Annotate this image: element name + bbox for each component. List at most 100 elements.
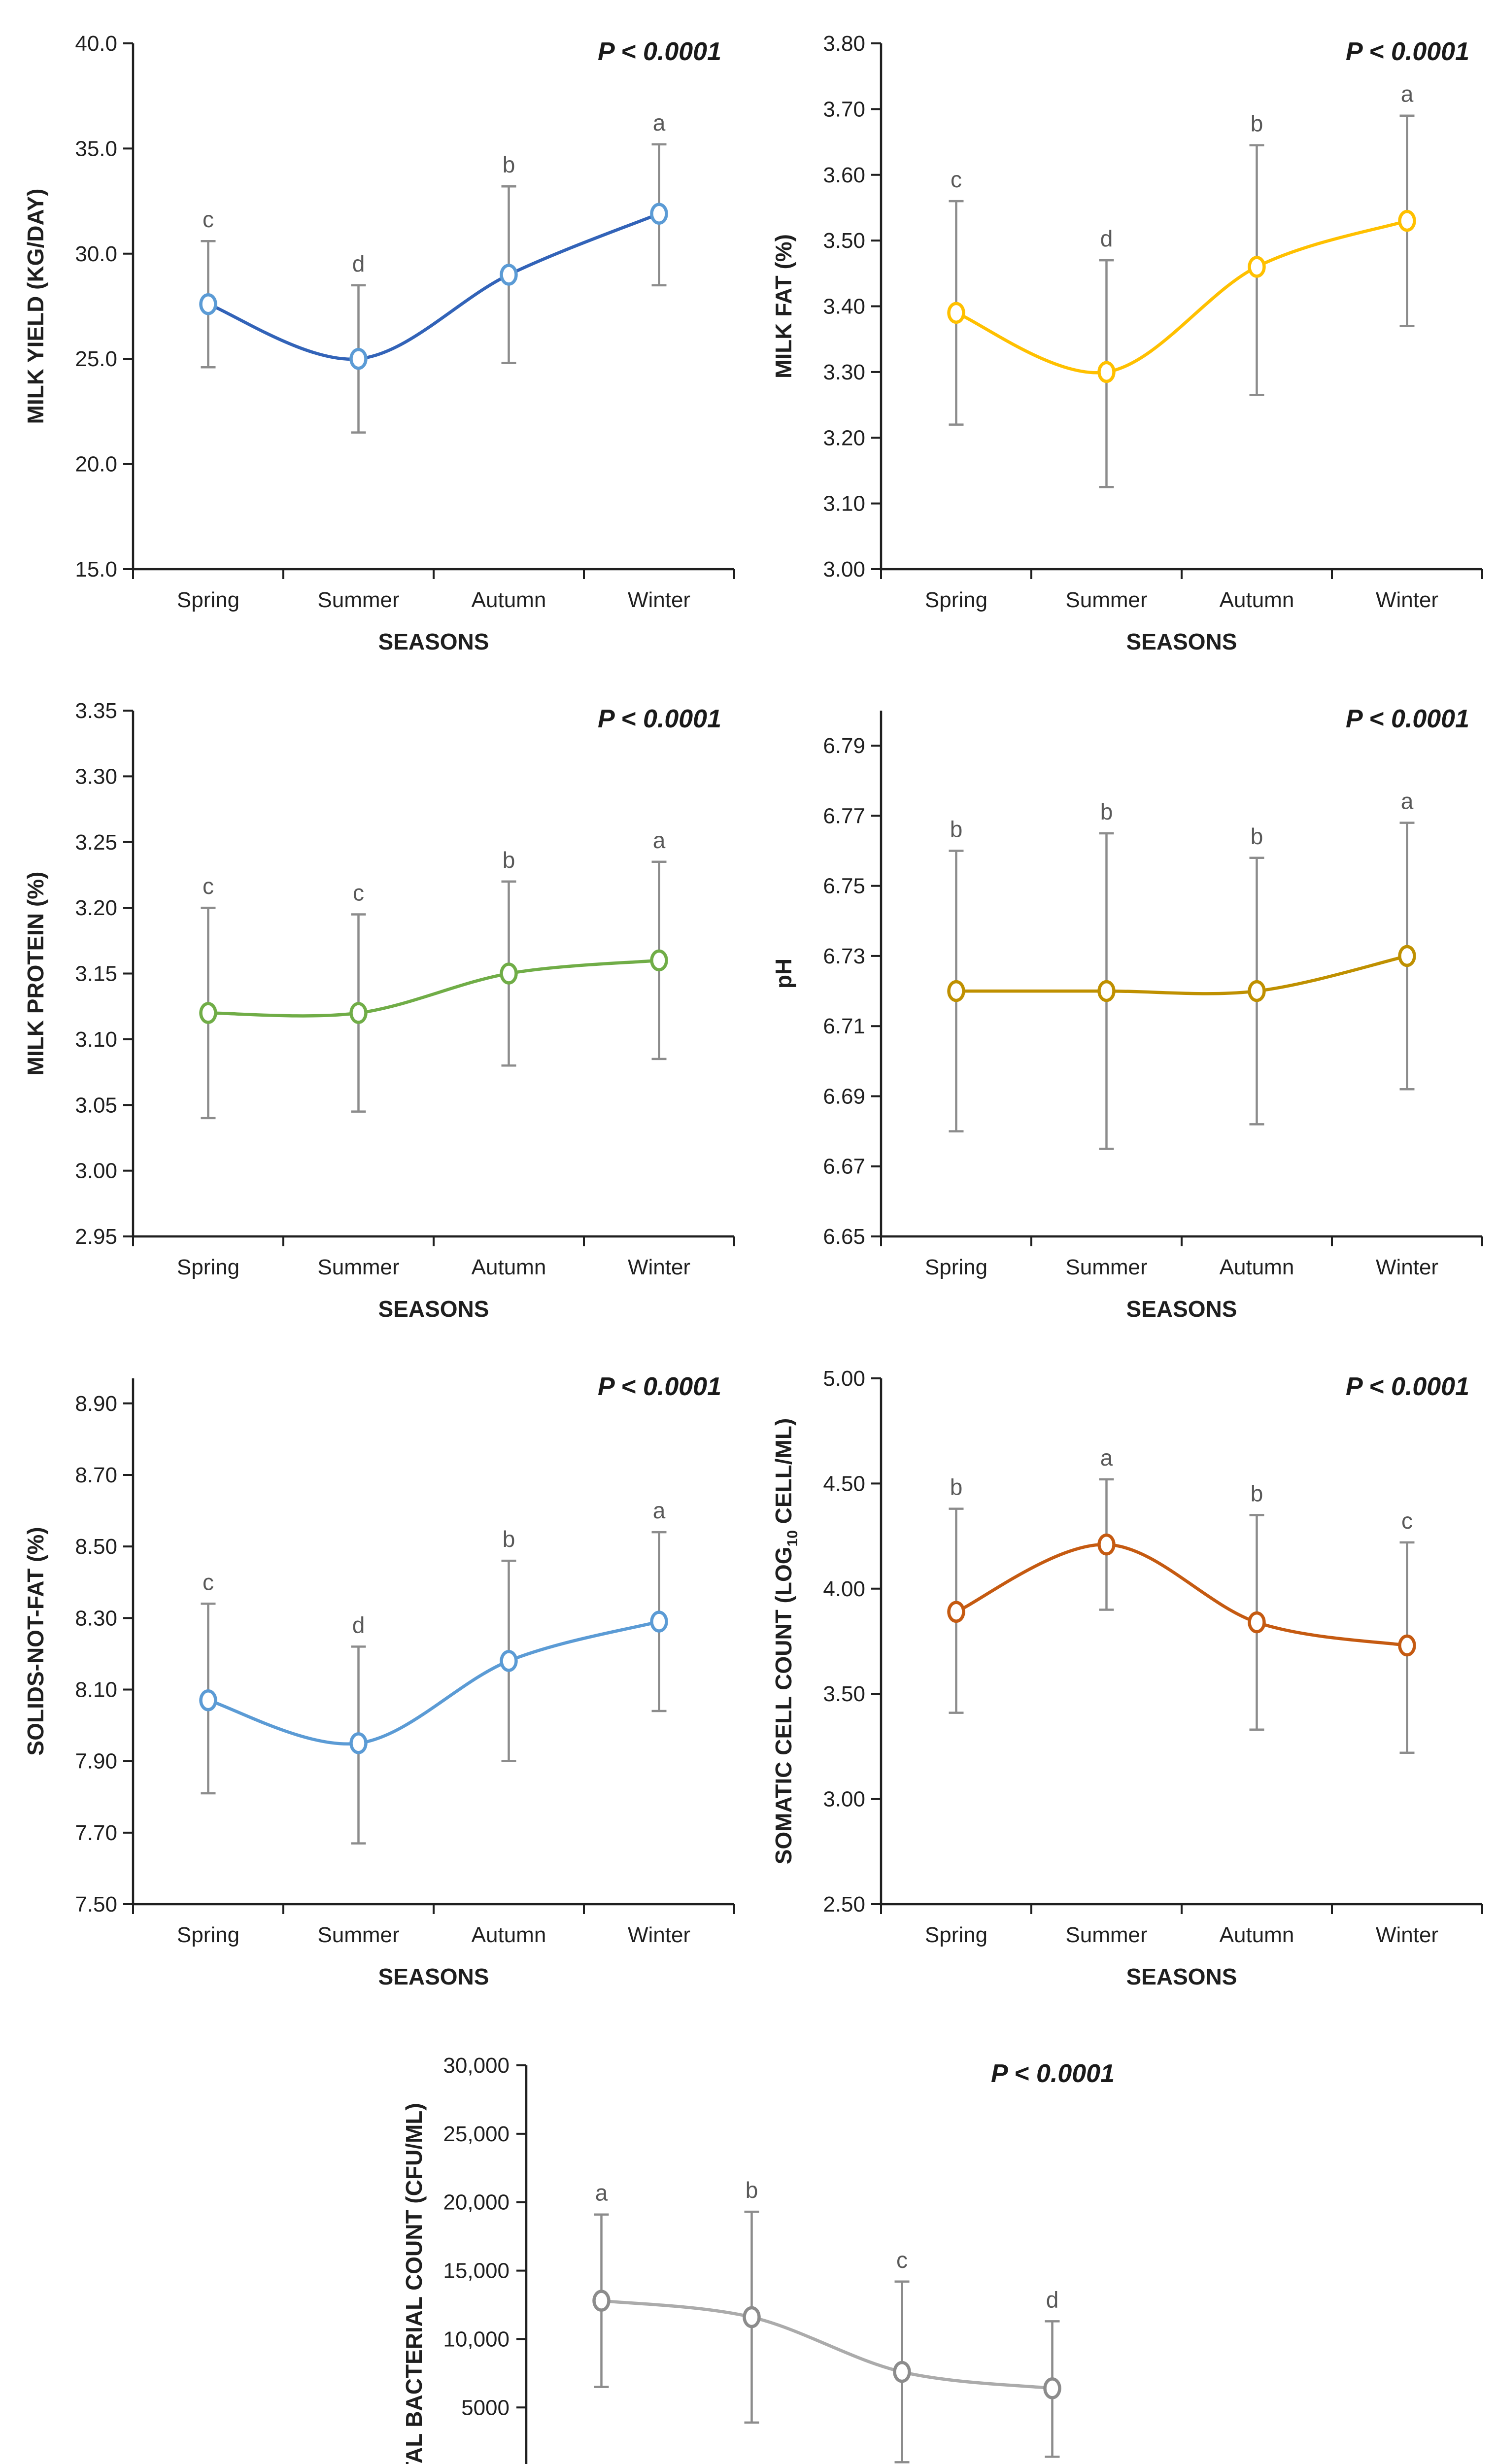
x-category-label-summer: Summer [317,588,399,612]
axis-lines [132,711,734,1238]
axis-lines [132,43,734,571]
y-axis-title: pH [771,958,796,989]
x-category-label-autumn: Autumn [472,1255,546,1279]
p-value-annotation: P < 0.0001 [598,705,721,733]
p-value-annotation: P < 0.0001 [598,1372,721,1401]
y-tick-label: 2.50 [823,1892,865,1916]
x-category-label-winter: Winter [628,588,690,612]
significance-letter-winter: a [653,110,666,136]
y-tick-label: 15.0 [75,557,117,582]
y-tick-label: 6.69 [823,1084,865,1108]
significance-letter-spring: c [203,206,214,232]
chart-svg: 6.65 6.67 6.69 6.71 6.73 6.75 6.77 6.79 b b b a P < … [771,705,1483,1322]
data-point-marker-summer [743,2306,761,2328]
p-value-annotation: P < 0.0001 [1346,37,1469,66]
significance-letter-autumn: b [503,1526,515,1552]
x-category-label-summer: Summer [1065,588,1147,612]
data-point-marker-autumn [500,264,518,286]
axis-lines [880,1378,1482,1906]
x-category-label-spring: Spring [177,1255,239,1279]
chart-svg: 15.0 20.0 25.0 30.0 35.0 40.0 c d b a P < 0.0001 Sp… [23,32,735,654]
data-point-marker-spring [947,302,965,324]
significance-letter-spring: a [595,2180,608,2206]
y-tick-label: 25.0 [75,347,117,371]
data-point-marker-winter [650,203,668,225]
chart-panel-somatic-cell-count-log10-cell-ml: 2.50 3.00 3.50 4.00 4.50 5.00 b a b c P < 0.0001 Sp… [748,1335,1496,2005]
y-tick-label: 3.20 [823,426,865,450]
y-tick-label: 8.70 [75,1463,117,1487]
significance-letter-autumn: b [1251,1480,1263,1506]
significance-letter-summer: c [353,880,364,905]
data-point-marker-summer [1097,980,1116,1002]
x-category-label-spring: Spring [925,1923,987,1947]
significance-letter-autumn: b [503,152,515,177]
data-point-marker-spring [199,293,217,315]
data-point-marker-autumn [500,962,518,985]
significance-letter-summer: b [1100,799,1113,824]
y-tick-label: 6.79 [823,734,865,758]
x-category-label-summer: Summer [317,1923,399,1947]
significance-letter-spring: c [203,873,214,899]
y-tick-label: 3.15 [75,962,117,986]
y-tick-label: 4.00 [823,1577,865,1601]
p-value-annotation: P < 0.0001 [1346,705,1469,733]
x-category-label-autumn: Autumn [1220,1255,1294,1279]
y-axis-title: SOLIDS-NOT-FAT (%) [23,1527,48,1755]
series-line [206,212,661,361]
data-point-marker-summer [1097,361,1116,383]
y-tick-label: 6.71 [823,1014,865,1038]
y-tick-label: 3.80 [823,32,865,56]
chart-svg: 3.00 3.10 3.20 3.30 3.40 3.50 3.60 3.70 3.80 c d b a… [771,32,1483,654]
data-point-marker-winter [1398,209,1416,232]
y-tick-label: 10,000 [443,2327,510,2351]
x-category-label-winter: Winter [628,1255,690,1279]
data-point-marker-autumn [1248,1611,1266,1634]
axis-lines [132,1378,734,1906]
series-line [954,219,1409,375]
data-point-marker-winter [650,1610,668,1633]
series-line [600,2299,1054,2390]
chart-svg: −50000500010,00015,00020,00025,00030,000… [401,2053,1115,2464]
y-tick-label: 3.20 [75,896,117,920]
chart-panel-total-bacterial-count-cfu-ml: −50000500010,00015,00020,00025,00030,000… [305,2002,1191,2464]
series-line [206,958,661,1018]
y-tick-label: 30.0 [75,242,117,266]
y-tick-label: 3.35 [75,699,117,723]
significance-letter-summer: a [1100,1445,1113,1471]
significance-letter-autumn: b [503,847,515,873]
chart-svg: 7.50 7.70 7.90 8.10 8.30 8.50 8.70 8.90 c d b a P < … [23,1372,735,1989]
x-category-label-winter: Winter [628,1923,690,1947]
y-tick-label: 6.73 [823,944,865,968]
x-category-label-winter: Winter [1376,1923,1438,1947]
significance-letter-winter: a [1401,788,1414,814]
x-category-label-spring: Spring [925,1255,987,1279]
x-category-label-summer: Summer [1065,1255,1147,1279]
y-tick-label: 8.10 [75,1677,117,1702]
data-point-marker-summer [349,1002,368,1024]
y-tick-label: 8.90 [75,1392,117,1416]
significance-letter-spring: c [203,1569,214,1595]
y-tick-label: 8.50 [75,1535,117,1559]
y-tick-label: 5.00 [823,1367,865,1391]
y-tick-label: 3.00 [823,1787,865,1812]
y-tick-label: 6.77 [823,804,865,828]
x-category-label-summer: Summer [1065,1923,1147,1947]
data-point-marker-winter [650,949,668,972]
significance-letter-winter: d [1046,2287,1059,2312]
data-point-marker-spring [947,980,965,1002]
x-axis-title: SEASONS [1126,1964,1237,1989]
significance-letter-autumn: c [896,2247,908,2273]
x-category-label-winter: Winter [1376,588,1438,612]
chart-panel-solids-not-fat: 7.50 7.70 7.90 8.10 8.30 8.50 8.70 8.90 c d b a P < … [0,1335,748,2005]
y-tick-label: 20.0 [75,452,117,477]
x-axis-title: SEASONS [378,1964,489,1989]
y-axis-title: MILK PROTEIN (%) [23,872,48,1076]
data-point-marker-autumn [893,2361,911,2383]
chart-panel-milk-protein: 2.95 3.00 3.05 3.10 3.15 3.20 3.25 3.30 3.35 c c b a… [0,667,748,1337]
y-tick-label: 3.10 [823,492,865,516]
y-axis-title: MILK YIELD (KG/DAY) [23,189,48,424]
y-tick-label: 8.30 [75,1606,117,1630]
y-tick-label: 25,000 [443,2122,510,2146]
y-tick-label: 20,000 [443,2190,510,2215]
